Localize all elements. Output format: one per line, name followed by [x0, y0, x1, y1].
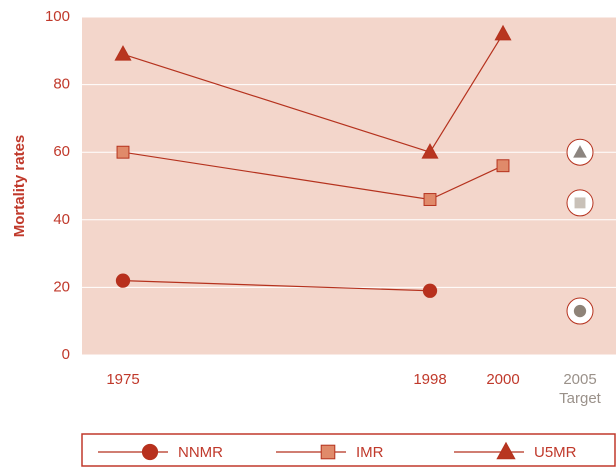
- legend-marker: [320, 444, 336, 460]
- x-tick-label: 2005: [563, 371, 596, 388]
- x-tick-sublabel: Target: [559, 390, 602, 407]
- data-point: [494, 24, 512, 41]
- target-marker: [572, 303, 588, 319]
- data-point: [423, 193, 437, 206]
- data-point: [496, 159, 510, 173]
- x-tick-label: 1975: [106, 371, 139, 388]
- x-tick-label: 2000: [486, 371, 519, 388]
- legend: [81, 433, 616, 467]
- plot-area: [82, 17, 616, 355]
- y-tick-label: 60: [53, 143, 70, 160]
- legend-label: U5MR: [534, 444, 577, 461]
- data-point: [421, 143, 439, 159]
- y-tick-label: 0: [62, 346, 70, 363]
- legend-marker: [496, 441, 516, 460]
- legend-label: NNMR: [178, 444, 223, 461]
- y-tick-label: 100: [45, 8, 70, 25]
- target-marker: [573, 196, 587, 210]
- data-point: [115, 273, 131, 288]
- data-point: [422, 283, 438, 298]
- target-marker: [571, 143, 589, 159]
- data-point: [116, 145, 130, 159]
- x-tick-label: 1998: [413, 371, 446, 388]
- data-point: [114, 45, 132, 61]
- y-tick-label: 80: [53, 76, 70, 93]
- y-axis-label: Mortality rates: [11, 135, 28, 238]
- legend-label: IMR: [356, 444, 384, 461]
- series-line: [122, 280, 431, 292]
- legend-marker: [141, 443, 159, 461]
- y-tick-label: 40: [53, 211, 70, 228]
- y-tick-label: 20: [53, 278, 70, 295]
